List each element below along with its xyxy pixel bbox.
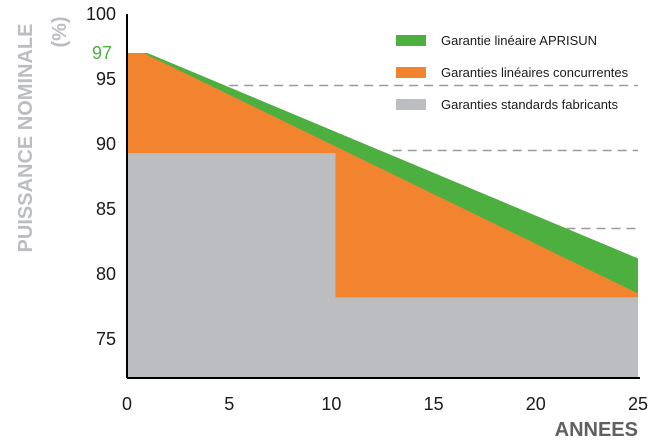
- reference-lines: [229, 84, 638, 230]
- y-tick-label: 75: [96, 329, 116, 349]
- x-tick-label: 25: [628, 394, 648, 414]
- legend: Garantie linéaire APRISUN Garanties linéa…: [396, 33, 629, 112]
- y-tick-label: 95: [96, 69, 116, 89]
- legend-swatch: [396, 35, 426, 46]
- x-tick-label: 0: [122, 394, 132, 414]
- tick-labels: 0 5 10 15 20 25 100 95 90 85 80 75 97: [86, 4, 648, 414]
- y-tick-label: 100: [86, 4, 116, 24]
- area-series-2: [127, 153, 638, 378]
- legend-label: Garanties linéaires concurrentes: [441, 65, 629, 80]
- y-tick-label: 90: [96, 134, 116, 154]
- x-tick-label: 20: [526, 394, 546, 414]
- x-tick-label: 10: [321, 394, 341, 414]
- y-tick-label: 80: [96, 264, 116, 284]
- y-tick-label: 85: [96, 199, 116, 219]
- chart-axes: [126, 14, 640, 379]
- highlight-tick-label: 97: [92, 43, 112, 63]
- x-tick-label: 5: [224, 394, 234, 414]
- x-axis-title: ANNEES: [555, 419, 638, 440]
- y-axis-unit: (%): [49, 16, 71, 47]
- legend-label: Garanties standards fabricants: [441, 97, 619, 112]
- axis-titles: PUISSANCE NOMINALE (%) ANNEES: [15, 16, 638, 440]
- legend-swatch: [396, 67, 426, 78]
- y-axis-title: PUISSANCE NOMINALE: [15, 24, 37, 253]
- legend-label: Garantie linéaire APRISUN: [441, 33, 597, 48]
- legend-swatch: [396, 99, 426, 110]
- x-tick-label: 15: [424, 394, 444, 414]
- chart-areas: [127, 53, 638, 378]
